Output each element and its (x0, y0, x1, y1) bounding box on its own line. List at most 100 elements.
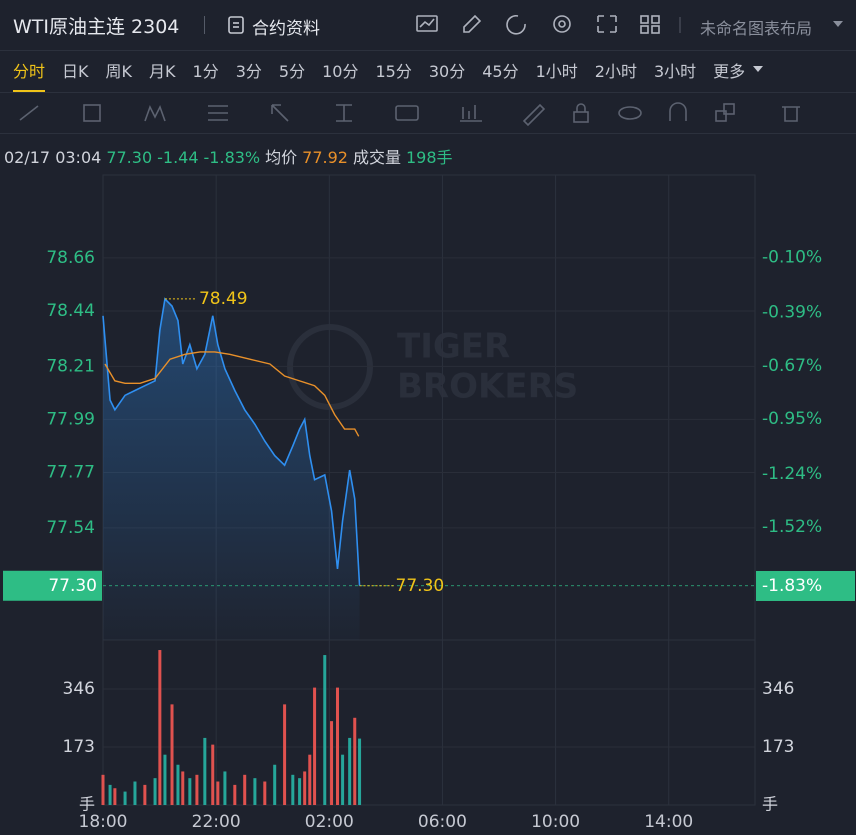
volume-bar (216, 781, 220, 805)
period-tab[interactable]: 30分 (428, 62, 466, 81)
fullscreen-icon[interactable] (597, 15, 617, 33)
price-area (103, 298, 360, 640)
info-button[interactable]: 合约资料 (252, 19, 320, 39)
period-tab[interactable]: 周K (105, 62, 133, 81)
top-bar: WTI原油主连 2304 合约资料 未命名图表布局 (0, 0, 856, 51)
grid-icon-c (640, 25, 649, 34)
fib-tool[interactable] (208, 105, 228, 121)
settings-icon[interactable] (553, 15, 571, 33)
period-tab[interactable]: 2小时 (594, 62, 637, 81)
period-tab[interactable]: 1分 (192, 62, 219, 81)
last-price-tag: 77.30 (48, 576, 97, 596)
last-price-tag-bg (3, 570, 102, 601)
magnet-tool[interactable] (669, 102, 687, 121)
volume-bar (143, 784, 147, 805)
volume-bar (253, 778, 257, 805)
volume-bar (263, 781, 267, 805)
y2-tick-label: -0.39% (762, 303, 822, 323)
dropdown-arrow[interactable] (832, 20, 844, 30)
volume-bar (176, 764, 180, 805)
settings-center (558, 20, 566, 28)
refresh-icon[interactable] (506, 14, 526, 35)
volume-tool[interactable] (460, 105, 482, 122)
volume-bar (335, 687, 339, 805)
x-tick-label: 18:00 (79, 812, 128, 832)
volume-bar (158, 650, 162, 805)
x-tick-label: 02:00 (305, 812, 354, 832)
eye-tool[interactable] (618, 106, 642, 120)
volume-bar (353, 717, 357, 805)
volume-bar (298, 778, 302, 805)
x-tick-label: 06:00 (418, 812, 467, 832)
volume-bar (203, 737, 207, 805)
volume-bar (243, 774, 247, 805)
quote-change-pct: -1.83% (203, 148, 261, 167)
arrow-tool[interactable] (271, 104, 289, 122)
y2-tick-label: -0.67% (762, 356, 822, 376)
x-tick-label: 10:00 (531, 812, 580, 832)
period-tab[interactable]: 3小时 (653, 62, 697, 81)
pattern-tool[interactable] (144, 104, 166, 122)
volume-bar (273, 764, 277, 805)
volume-bar (233, 784, 237, 805)
instrument-title[interactable]: WTI原油主连 2304 (13, 16, 180, 38)
period-tab[interactable]: 更多 (713, 62, 746, 81)
x-tick-label: 14:00 (644, 812, 693, 832)
more-arrow[interactable] (752, 65, 764, 75)
toolbar-icons (416, 14, 681, 35)
copy-tool[interactable] (715, 110, 727, 122)
grid-icon[interactable] (640, 15, 649, 24)
volume-bar (223, 771, 227, 805)
volume-bar (153, 778, 157, 805)
period-tab[interactable]: 1小时 (535, 62, 578, 81)
volume-bar (303, 771, 307, 805)
period-tab[interactable]: 10分 (322, 62, 359, 81)
rect-tool[interactable] (83, 104, 101, 122)
quote-price: 77.30 (106, 148, 153, 167)
period-tab[interactable]: 3分 (235, 62, 262, 81)
volume-bar (283, 704, 287, 805)
avg-line (104, 351, 360, 437)
edit-icon[interactable] (463, 14, 482, 33)
lock-tool[interactable] (573, 111, 589, 123)
watermark: BROKERS (397, 367, 578, 407)
volume-bar (101, 774, 105, 805)
period-tab[interactable]: 45分 (482, 62, 519, 81)
volume-bar (348, 737, 352, 805)
measure-tool[interactable] (336, 104, 352, 122)
divider (204, 16, 205, 34)
last-marker-label: 77.30 (396, 576, 445, 596)
layout-name[interactable]: 未命名图表布局 (700, 19, 813, 38)
brush-tool[interactable] (522, 103, 546, 127)
quote-change: -1.44 (157, 148, 199, 167)
indicator-icon[interactable] (416, 15, 438, 32)
watermark: TIGER (397, 327, 510, 367)
copy-tool-b (723, 103, 735, 115)
volume-bar (195, 774, 199, 805)
volume-bar (113, 788, 117, 805)
period-tab[interactable]: 5分 (278, 62, 306, 81)
drawing-toolbar (0, 92, 856, 134)
volume-bar (313, 687, 317, 805)
volume-bar (358, 738, 362, 805)
line-tool[interactable] (19, 105, 39, 121)
last-pct-tag-bg (756, 570, 855, 601)
delete-tool[interactable] (782, 106, 800, 122)
doc-icon[interactable] (226, 15, 246, 35)
text-tool[interactable] (395, 105, 419, 121)
period-tab[interactable]: 月K (149, 62, 176, 81)
y2-tick-label: -1.24% (762, 464, 822, 484)
price-line (102, 297, 361, 586)
max-marker-label: 78.49 (199, 289, 248, 309)
volume-bar (330, 721, 334, 805)
x-tick-label: 22:00 (192, 812, 241, 832)
period-tab[interactable]: 15分 (375, 62, 412, 81)
y-tick-label: 78.66 (46, 248, 95, 268)
last-pct-tag: -1.83% (762, 576, 822, 596)
period-tab[interactable]: 分时 (13, 58, 46, 92)
y2-tick-label: -0.10% (762, 248, 822, 268)
volume-bar (181, 771, 185, 805)
volume-tick-label: 346 (63, 679, 95, 699)
period-tab[interactable]: 日K (62, 62, 89, 81)
